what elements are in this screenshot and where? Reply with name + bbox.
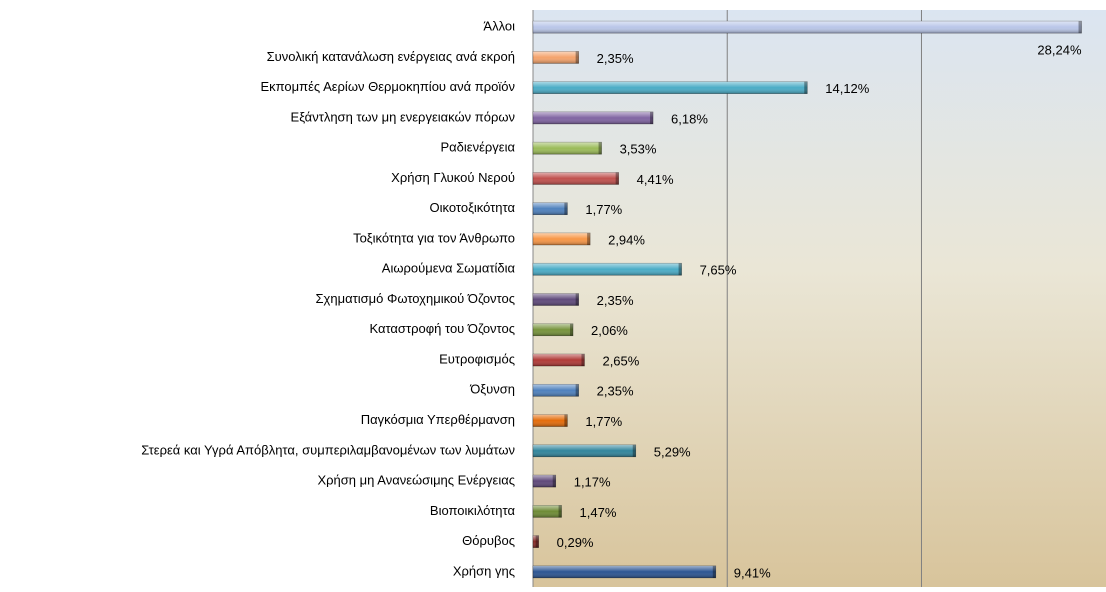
bar — [532, 414, 568, 427]
bar-cap — [587, 232, 591, 245]
value-label: 1,77% — [585, 202, 622, 217]
bar — [532, 323, 574, 337]
y-tick-label: Συνολική κατανάλωση ενέργειας ανά εκροή — [267, 49, 515, 64]
bar-cap — [575, 384, 579, 397]
plot-area — [533, 10, 1106, 587]
value-label: 14,12% — [825, 81, 870, 96]
bar — [532, 111, 654, 125]
bar-cap — [552, 475, 556, 488]
value-label: 7,65% — [700, 263, 737, 278]
value-label: 2,35% — [597, 384, 634, 399]
bar — [532, 51, 579, 64]
bar-cap — [581, 354, 585, 367]
bar-cap — [678, 263, 682, 276]
bar — [532, 172, 619, 185]
value-label: 5,29% — [654, 444, 691, 459]
value-label: 2,65% — [602, 353, 639, 368]
value-label: 1,77% — [585, 414, 622, 429]
y-tick-label: Άλλοι — [483, 19, 515, 34]
bar-cap — [632, 444, 636, 457]
bar-cap — [570, 323, 574, 336]
bar-cap — [575, 293, 579, 306]
value-label: 1,47% — [580, 505, 617, 520]
value-label: 0,29% — [557, 535, 594, 550]
bar — [532, 81, 808, 94]
y-tick-label: Χρήση Γλυκού Νερού — [391, 170, 515, 185]
y-tick-label: Σχηματισμό Φωτοχημικού Όζοντος — [316, 291, 515, 306]
bar-cap — [535, 535, 539, 548]
bar — [532, 262, 682, 276]
value-label: 6,18% — [671, 111, 708, 126]
y-tick-label: Τοξικότητα για τον Άνθρωπο — [353, 230, 515, 245]
y-tick-label: Εξάντληση των μη ενεργειακών πόρων — [291, 109, 515, 124]
bar-cap — [558, 505, 562, 518]
bar-cap — [564, 202, 568, 215]
bar-cap — [615, 172, 619, 185]
y-tick-label: Εκπομπές Αερίων Θερμοκηπίου ανά προϊόν — [260, 79, 515, 94]
bar-cap — [1078, 21, 1082, 34]
bar — [532, 202, 568, 216]
y-tick-label: Χρήση γης — [453, 563, 515, 578]
bar-cap — [712, 565, 716, 578]
y-tick-label: Αιωρούμενα Σωματίδια — [382, 261, 516, 276]
value-label: 2,06% — [591, 323, 628, 338]
bar — [532, 505, 562, 518]
value-label: 4,41% — [637, 172, 674, 187]
bar — [532, 20, 1082, 34]
y-tick-label: Όξυνση — [469, 382, 515, 397]
bar-cap — [650, 111, 654, 124]
bar — [532, 383, 579, 397]
value-label: 2,94% — [608, 232, 645, 247]
bar-cap — [564, 414, 568, 427]
bar — [532, 141, 602, 155]
bar — [532, 474, 557, 488]
value-label: 2,35% — [597, 293, 634, 308]
y-tick-label: Παγκόσμια Υπερθέρμανση — [361, 412, 515, 427]
bar — [532, 232, 591, 246]
y-tick-label: Θόρυβος — [462, 533, 515, 548]
bar-cap — [804, 81, 808, 94]
value-label: 1,17% — [574, 475, 611, 490]
value-label: 28,24% — [1037, 43, 1082, 58]
bar-cap — [598, 142, 602, 155]
bar-cap — [575, 51, 579, 64]
value-label: 9,41% — [734, 565, 771, 580]
y-tick-label: Οικοτοξικότητα — [430, 200, 516, 215]
y-tick-label: Καταστροφή του Όζοντος — [369, 321, 515, 336]
bar — [532, 444, 637, 458]
bar — [532, 565, 717, 579]
y-tick-label: Βιοποικιλότητα — [430, 503, 516, 518]
value-label: 3,53% — [620, 142, 657, 157]
value-label: 2,35% — [597, 51, 634, 66]
y-tick-label: Ευτροφισμός — [439, 351, 515, 366]
y-tick-label: Χρήση μη Ανανεώσιμης Ενέργειας — [317, 473, 515, 488]
y-tick-label: Ραδιενέργεια — [441, 140, 516, 155]
bar — [532, 353, 585, 367]
bar — [532, 293, 579, 306]
y-tick-label: Στερεά και Υγρά Απόβλητα, συμπεριλαμβανο… — [141, 442, 515, 457]
